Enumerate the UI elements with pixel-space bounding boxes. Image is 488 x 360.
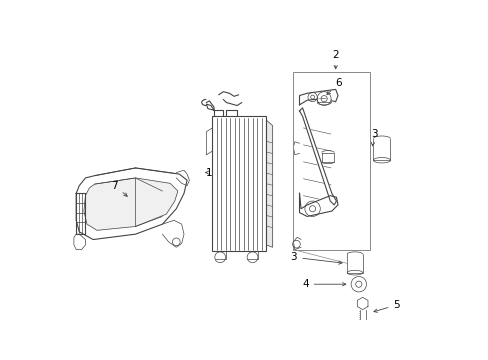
Polygon shape [212, 116, 266, 251]
Polygon shape [223, 99, 241, 105]
Polygon shape [206, 101, 214, 110]
Polygon shape [299, 89, 337, 105]
Polygon shape [214, 251, 225, 259]
Text: 3: 3 [370, 129, 377, 146]
Polygon shape [293, 142, 299, 155]
Polygon shape [162, 220, 183, 247]
Polygon shape [359, 310, 365, 320]
Polygon shape [357, 297, 367, 310]
Text: 7: 7 [111, 181, 127, 196]
Polygon shape [176, 170, 189, 186]
Polygon shape [84, 178, 178, 230]
Polygon shape [299, 193, 337, 216]
Text: 5: 5 [373, 300, 399, 312]
Polygon shape [293, 237, 301, 249]
Polygon shape [373, 139, 389, 160]
Polygon shape [266, 120, 272, 247]
Polygon shape [317, 99, 330, 103]
Polygon shape [74, 234, 85, 249]
Bar [212, 116, 266, 251]
Polygon shape [321, 153, 333, 162]
Polygon shape [218, 92, 238, 96]
Text: 1: 1 [205, 167, 212, 177]
Polygon shape [206, 128, 212, 155]
Text: 6: 6 [326, 78, 342, 95]
Text: 3: 3 [290, 252, 341, 264]
Polygon shape [299, 108, 336, 205]
Polygon shape [346, 254, 362, 273]
Text: 4: 4 [302, 279, 345, 289]
Bar [293, 72, 369, 249]
Text: 2: 2 [332, 50, 338, 69]
Polygon shape [76, 168, 187, 239]
Polygon shape [246, 251, 257, 259]
